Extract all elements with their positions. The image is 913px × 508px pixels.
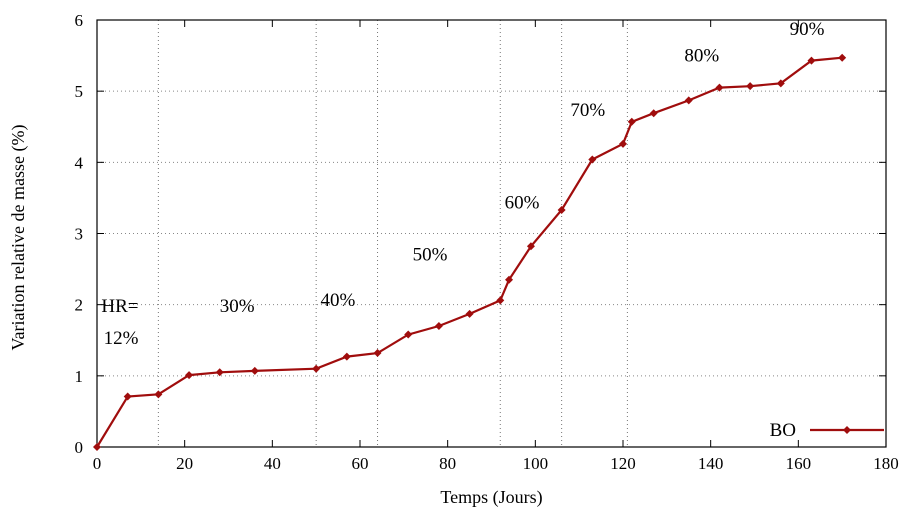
axis-ticks: 0 20 40 60 80 100 120 140 160 180 0 1 2 3 4 5 6 bbox=[75, 11, 899, 473]
data-point bbox=[434, 322, 443, 331]
data-point bbox=[684, 96, 693, 105]
data-point bbox=[649, 109, 658, 118]
y-axis-title: Variation relative de masse (%) bbox=[8, 125, 29, 351]
y-tick-label: 6 bbox=[75, 11, 84, 30]
x-tick-label: 140 bbox=[698, 454, 724, 473]
data-point bbox=[93, 443, 101, 451]
x-tick-label: 80 bbox=[439, 454, 456, 473]
legend-label: BO bbox=[770, 420, 796, 441]
y-tick-label: 2 bbox=[75, 296, 84, 315]
data-point bbox=[627, 117, 636, 126]
x-tick-label: 100 bbox=[523, 454, 549, 473]
data-point bbox=[154, 390, 163, 399]
data-point bbox=[250, 366, 259, 375]
x-tick-label: 0 bbox=[93, 454, 102, 473]
y-tick-label: 4 bbox=[75, 153, 84, 172]
data-point bbox=[526, 242, 535, 251]
data-point bbox=[807, 56, 816, 65]
humidity-label: HR= bbox=[101, 296, 138, 317]
y-tick-label: 0 bbox=[75, 438, 84, 457]
data-point bbox=[342, 352, 351, 361]
data-point bbox=[312, 364, 321, 373]
data-point bbox=[373, 349, 382, 358]
humidity-label: 60% bbox=[505, 193, 540, 214]
humidity-label: 50% bbox=[413, 245, 448, 266]
data-point bbox=[557, 206, 566, 215]
x-tick-label: 60 bbox=[352, 454, 369, 473]
legend-marker bbox=[843, 426, 851, 434]
data-point bbox=[465, 309, 474, 318]
annotations: HR= 12% 30% 40% 50% 60% 70% 80% 90% bbox=[101, 19, 824, 349]
x-tick-label: 180 bbox=[873, 454, 899, 473]
data-point bbox=[588, 155, 597, 164]
data-point bbox=[123, 392, 132, 401]
x-tick-label: 20 bbox=[176, 454, 193, 473]
humidity-label: 30% bbox=[220, 296, 255, 317]
data-point bbox=[185, 371, 194, 380]
x-tick-label: 120 bbox=[610, 454, 636, 473]
series-line-BO bbox=[96, 56, 843, 448]
humidity-label: 70% bbox=[570, 100, 605, 121]
series-layer bbox=[93, 53, 847, 451]
data-point bbox=[404, 330, 413, 339]
y-tick-label: 3 bbox=[75, 225, 84, 244]
data-point bbox=[715, 83, 724, 92]
data-point bbox=[619, 139, 627, 148]
data-point bbox=[496, 296, 505, 305]
humidity-label: 80% bbox=[684, 45, 719, 66]
data-point bbox=[746, 82, 755, 91]
data-point bbox=[776, 79, 785, 88]
data-point bbox=[838, 53, 847, 62]
humidity-label: 90% bbox=[790, 19, 825, 40]
humidity-label: 12% bbox=[104, 328, 139, 349]
data-point bbox=[505, 275, 514, 284]
x-tick-label: 40 bbox=[264, 454, 281, 473]
humidity-label: 40% bbox=[321, 290, 356, 311]
legend: BO bbox=[770, 420, 884, 441]
x-tick-label: 160 bbox=[786, 454, 812, 473]
y-tick-label: 5 bbox=[75, 82, 84, 101]
y-tick-label: 1 bbox=[75, 367, 84, 386]
data-point bbox=[215, 368, 224, 377]
x-axis-title: Temps (Jours) bbox=[440, 487, 542, 508]
